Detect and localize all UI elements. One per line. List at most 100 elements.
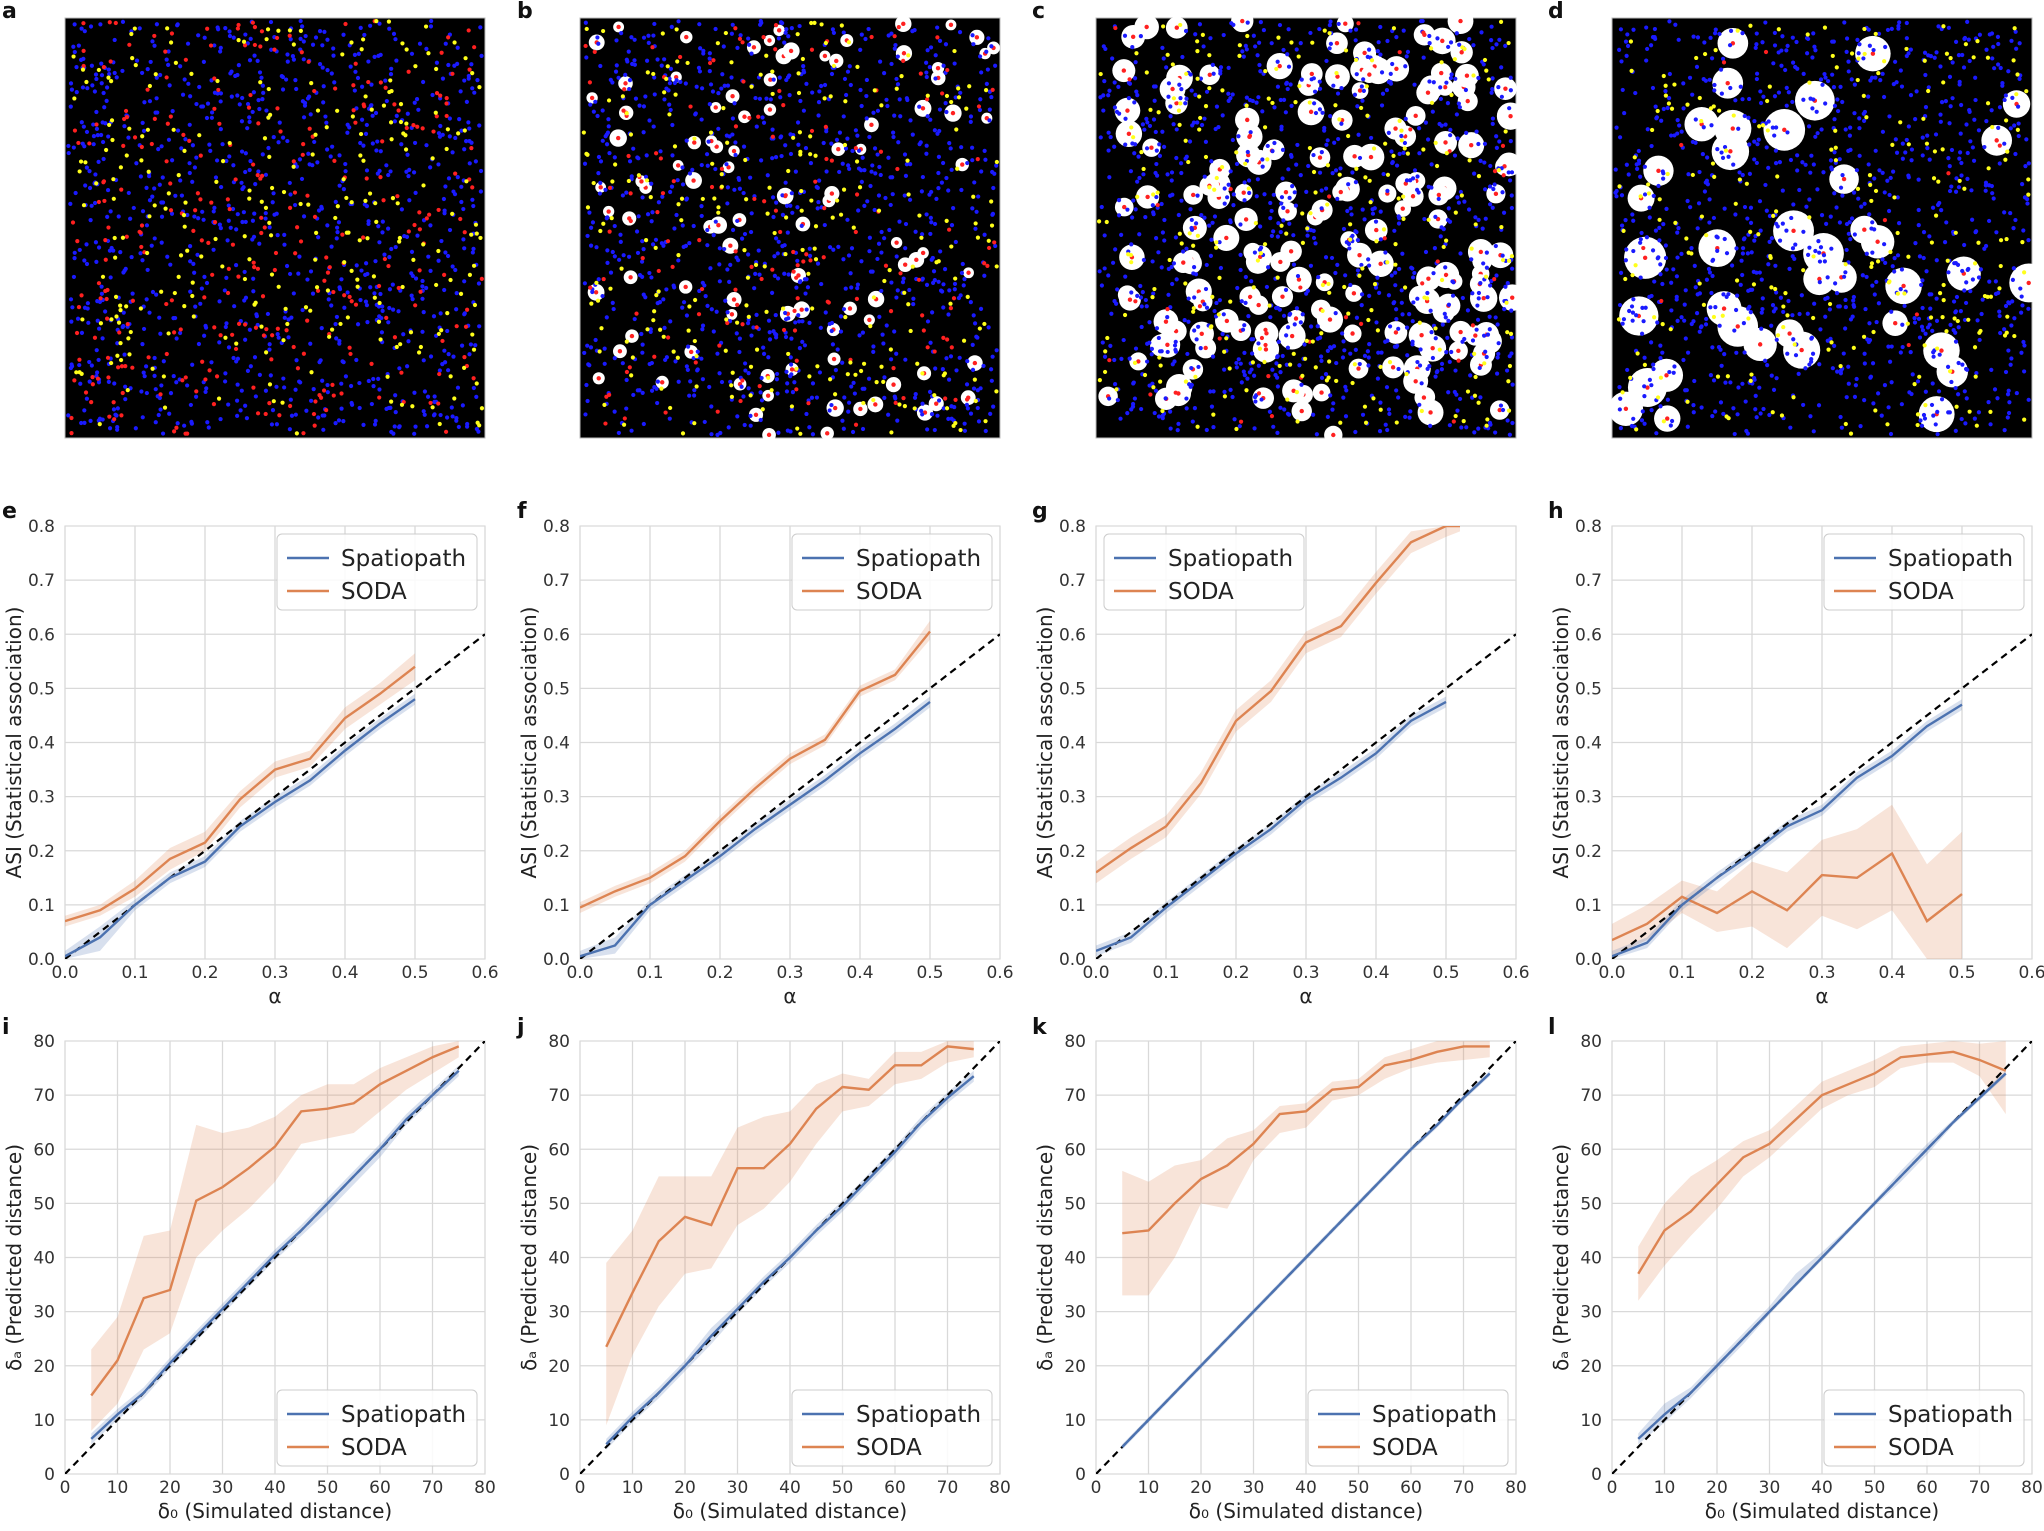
blue-cell-dot [729, 75, 734, 80]
blue-cell-dot [770, 290, 775, 296]
yellow-cell-dot [242, 276, 248, 282]
blue-cell-dot [1252, 394, 1258, 400]
blue-cell-dot [991, 185, 996, 191]
red-cell-dot [1458, 18, 1463, 24]
blue-cell-dot [1132, 100, 1137, 105]
blue-cell-dot [243, 151, 248, 156]
blue-cell-dot [296, 271, 301, 276]
red-cell-dot [72, 378, 77, 383]
red-cell-dot [411, 123, 416, 128]
yellow-cell-dot [1337, 172, 1342, 177]
yellow-cell-dot [242, 234, 247, 239]
blue-cell-dot [1490, 205, 1495, 210]
red-cell-dot [92, 335, 98, 340]
yellow-cell-dot [1148, 107, 1153, 112]
blue-cell-dot [185, 212, 190, 218]
blue-cell-dot [438, 311, 443, 316]
blue-cell-dot [1508, 88, 1513, 93]
blue-cell-dot [1280, 176, 1285, 181]
red-cell-dot [949, 345, 954, 350]
blue-cell-dot [1197, 22, 1203, 27]
blue-cell-dot [758, 390, 763, 395]
red-cell-dot [72, 128, 78, 133]
yellow-cell-dot [1293, 100, 1298, 105]
blue-cell-dot [274, 422, 279, 427]
blue-cell-dot [1476, 426, 1481, 431]
yellow-cell-dot [130, 55, 135, 61]
blue-cell-dot [1631, 27, 1636, 32]
blue-cell-dot [1313, 241, 1318, 246]
blue-cell-dot [600, 138, 605, 143]
yellow-cell-dot [636, 173, 642, 178]
red-cell-dot [1456, 358, 1461, 363]
blue-cell-dot [1811, 429, 1816, 434]
blue-cell-dot [453, 267, 458, 273]
yellow-cell-dot [643, 238, 649, 243]
red-cell-dot [152, 33, 157, 39]
blue-cell-dot [860, 386, 865, 391]
yellow-cell-dot [80, 67, 86, 72]
blue-cell-dot [462, 147, 467, 152]
blue-cell-dot [876, 193, 882, 198]
yellow-cell-dot [361, 158, 366, 163]
blue-cell-dot [1844, 395, 1849, 400]
blue-cell-dot [911, 296, 916, 301]
blue-cell-dot [428, 24, 434, 29]
blue-cell-dot [894, 254, 899, 259]
blue-cell-dot [1497, 139, 1502, 144]
blue-cell-dot [364, 122, 369, 128]
red-cell-dot [106, 375, 111, 380]
blue-cell-dot [608, 77, 613, 82]
yellow-cell-dot [116, 320, 122, 325]
blue-cell-dot [453, 135, 458, 141]
red-cell-dot [671, 179, 676, 184]
blue-cell-dot [251, 90, 256, 95]
blue-cell-dot [936, 186, 941, 191]
blue-cell-dot [193, 394, 199, 399]
red-cell-dot [628, 191, 633, 196]
blue-cell-dot [852, 391, 857, 396]
blue-cell-dot [1153, 129, 1158, 135]
blue-cell-dot [1410, 319, 1415, 324]
yellow-cell-dot [868, 324, 873, 329]
blue-cell-dot [147, 99, 153, 104]
blue-cell-dot [1876, 31, 1882, 36]
red-cell-dot [1464, 73, 1470, 78]
blue-cell-dot [949, 223, 955, 228]
red-cell-dot [896, 25, 901, 30]
yellow-cell-dot [1343, 48, 1349, 53]
blue-cell-dot [1311, 152, 1316, 158]
red-cell-dot [1665, 416, 1670, 421]
blue-cell-dot [1256, 95, 1261, 100]
blue-cell-dot [2019, 294, 2024, 299]
blue-cell-dot [348, 64, 353, 69]
yellow-cell-dot [619, 266, 624, 271]
blue-cell-dot [1803, 366, 1808, 371]
blue-cell-dot [115, 406, 120, 411]
blue-cell-dot [337, 153, 342, 158]
blue-cell-dot [226, 218, 231, 223]
blue-cell-dot [345, 290, 350, 295]
blue-cell-dot [1173, 235, 1178, 240]
yellow-cell-dot [294, 431, 299, 436]
blue-cell-dot [424, 424, 430, 429]
yellow-cell-dot [1381, 227, 1387, 232]
blue-cell-dot [229, 94, 234, 99]
blue-cell-dot [643, 94, 648, 99]
blue-cell-dot [243, 403, 248, 408]
blue-cell-dot [864, 116, 869, 121]
yellow-cell-dot [145, 127, 151, 132]
red-cell-dot [366, 79, 371, 85]
yellow-cell-dot [1350, 380, 1355, 386]
blue-cell-dot [467, 126, 472, 131]
blue-cell-dot [2026, 238, 2031, 243]
red-cell-dot [918, 71, 923, 76]
blue-cell-dot [632, 316, 637, 322]
blue-cell-dot [1454, 31, 1459, 36]
blue-cell-dot [306, 151, 311, 156]
red-cell-dot [381, 198, 386, 203]
blue-cell-dot [96, 357, 101, 363]
blue-cell-dot [1165, 315, 1170, 320]
blue-cell-dot [1222, 186, 1227, 191]
blue-cell-dot [1923, 72, 1928, 78]
